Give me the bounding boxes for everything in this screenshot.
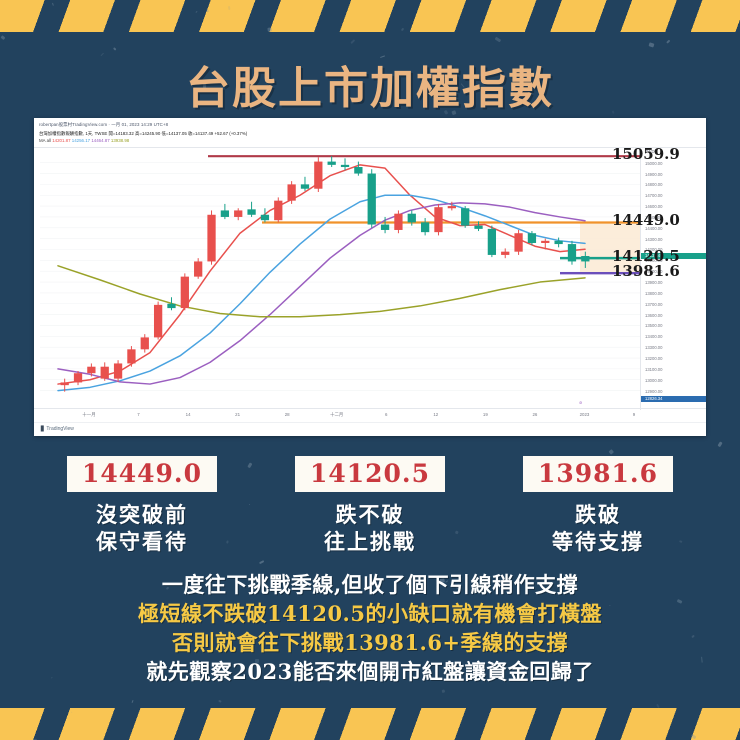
price-axis[interactable]: TWD 15000.00 14900.00 14800.00 14700.00 14600… (640, 148, 706, 410)
level-caption-line2: 等待支撐 (552, 529, 644, 554)
level-box-group: 14449.0 沒突破前 保守看待 14120.5 跌不破 往上挑戰 13981… (0, 456, 740, 555)
level-card: 14120.5 跌不破 往上挑戰 (295, 456, 445, 555)
level-caption: 沒突破前 保守看待 (67, 501, 217, 555)
ma-value-1: 14256.17 (71, 138, 91, 143)
time-axis-tick: 12 (433, 412, 439, 417)
countdown-icon: ⊘ (579, 400, 583, 405)
chart-symbol-line: 台灣加權指數報酬指數, 1天, TWSE 開=14183.32 高=14245.… (39, 131, 248, 136)
price-axis-tick: 13000.00 (645, 377, 663, 383)
bottom-stripe-band (0, 708, 740, 740)
price-axis-tick: 14000.00 (645, 269, 663, 275)
time-axis-tick: 26 (532, 412, 538, 417)
level-card: 14449.0 沒突破前 保守看待 (67, 456, 217, 555)
price-axis-tick: 14300.00 (645, 236, 663, 242)
price-axis-tick: 13700.00 (645, 301, 663, 307)
level-caption-line1: 跌不破 (335, 502, 405, 527)
ma-value-3: 13938.98 (110, 138, 130, 143)
ma-value-2: 14464.87 (91, 138, 110, 143)
tradingview-chart-card[interactable]: robertpan股票村TradingView.com · 一月 01, 202… (34, 118, 706, 436)
price-level-tag: 13981.6 (612, 262, 680, 281)
price-chart-svg (40, 155, 640, 392)
price-axis-tick: 13100.00 (645, 366, 663, 372)
price-axis-tick: 14700.00 (645, 193, 663, 199)
page-title: 台股上市加權指數 (186, 63, 554, 114)
price-axis-tick: 14900.00 (645, 171, 663, 177)
time-axis-tick: 7 (137, 412, 140, 417)
candlestick-canvas (40, 148, 640, 410)
price-axis-tick: 14400.00 (645, 225, 663, 231)
level-caption: 跌破 等待支撐 (523, 501, 673, 555)
price-axis-tick: 13300.00 (645, 345, 663, 351)
ma-value-0: 14201.87 (52, 138, 71, 143)
price-axis-tick: 12900.00 (645, 388, 663, 394)
price-axis-tick: 14800.00 (645, 182, 663, 188)
price-axis-tick: 14600.00 (645, 204, 663, 210)
time-axis-tick: 19 (482, 412, 488, 417)
commentary-line-3: 否則就會往下挑戰13981.6+季線的支撐 (171, 630, 569, 655)
time-axis-tick: 十二月 (330, 412, 344, 417)
price-axis-tick: 13200.00 (645, 356, 663, 362)
top-stripe-band (0, 0, 740, 32)
tradingview-logo-icon: ▐▌ (39, 426, 46, 432)
level-card: 13981.6 跌破 等待支撐 (523, 456, 673, 555)
level-caption-line1: 跌破 (575, 502, 621, 527)
price-axis-unit: TWD (645, 149, 655, 154)
page-title-wrap: 台股上市加權指數 (0, 52, 740, 116)
commentary-line-4: 就先觀察2023能否來個開市紅盤讓資金回歸了 (146, 659, 594, 684)
chart-plot-area[interactable] (34, 148, 706, 410)
price-axis-tick: 15000.00 (645, 160, 663, 166)
chart-ma-legend: MA all 14201.87 14256.17 14464.87 13938.… (39, 137, 701, 144)
time-axis-tick: 2023 (579, 412, 590, 417)
time-axis-tick: 14 (185, 412, 191, 417)
time-axis-tick: 21 (235, 412, 241, 417)
chart-header: robertpan股票村TradingView.com · 一月 01, 202… (34, 118, 706, 148)
time-axis-tick: 6 (385, 412, 388, 417)
price-axis-tick: 13600.00 (645, 312, 663, 318)
time-axis[interactable]: 十一月 7 14 21 28 十二月 6 12 19 26 2023 9 ⊘ (34, 400, 706, 422)
ma-legend-label: MA all (39, 138, 51, 143)
level-value: 14120.5 (295, 456, 445, 492)
last-price-badge: 12826.34 (641, 396, 706, 402)
chart-footer: ▐▌ TradingView (34, 422, 706, 436)
time-axis-tick: 十一月 (82, 412, 96, 417)
price-axis-tick: 14100.00 (645, 258, 663, 264)
price-axis-tick: 14200.00 (645, 247, 663, 253)
price-level-tag: 15059.9 (612, 145, 680, 164)
price-axis-tick: 13900.00 (645, 280, 663, 286)
commentary-line-2: 極短線不跌破14120.5的小缺口就有機會打橫盤 (138, 601, 602, 626)
commentary-line-1: 一度往下挑戰季線,但收了個下引線稍作支撐 (161, 572, 579, 597)
level-caption-line2: 往上挑戰 (324, 529, 416, 554)
level-value: 14449.0 (67, 456, 217, 492)
level-value: 13981.6 (523, 456, 673, 492)
current-price-badge: 14137.49 (641, 253, 706, 260)
price-level-tag: 14120.5 (612, 247, 680, 266)
chart-source-line: robertpan股票村TradingView.com · 一月 01, 202… (39, 122, 169, 127)
price-axis-tick: 13800.00 (645, 290, 663, 296)
price-level-tag: 14449.0 (612, 211, 680, 230)
level-caption: 跌不破 往上挑戰 (295, 501, 445, 555)
tradingview-logo-label: TradingView (46, 426, 74, 432)
level-caption-line1: 沒突破前 (96, 502, 188, 527)
commentary-block: 一度往下挑戰季線,但收了個下引線稍作支撐 極短線不跌破14120.5的小缺口就有… (0, 570, 740, 686)
price-axis-tick: 13400.00 (645, 334, 663, 340)
level-caption-line2: 保守看待 (96, 529, 188, 554)
time-axis-tick: 9 (632, 412, 636, 417)
price-axis-tick: 14500.00 (645, 214, 663, 220)
price-axis-tick: 13500.00 (645, 323, 663, 329)
time-axis-tick: 28 (284, 412, 290, 417)
